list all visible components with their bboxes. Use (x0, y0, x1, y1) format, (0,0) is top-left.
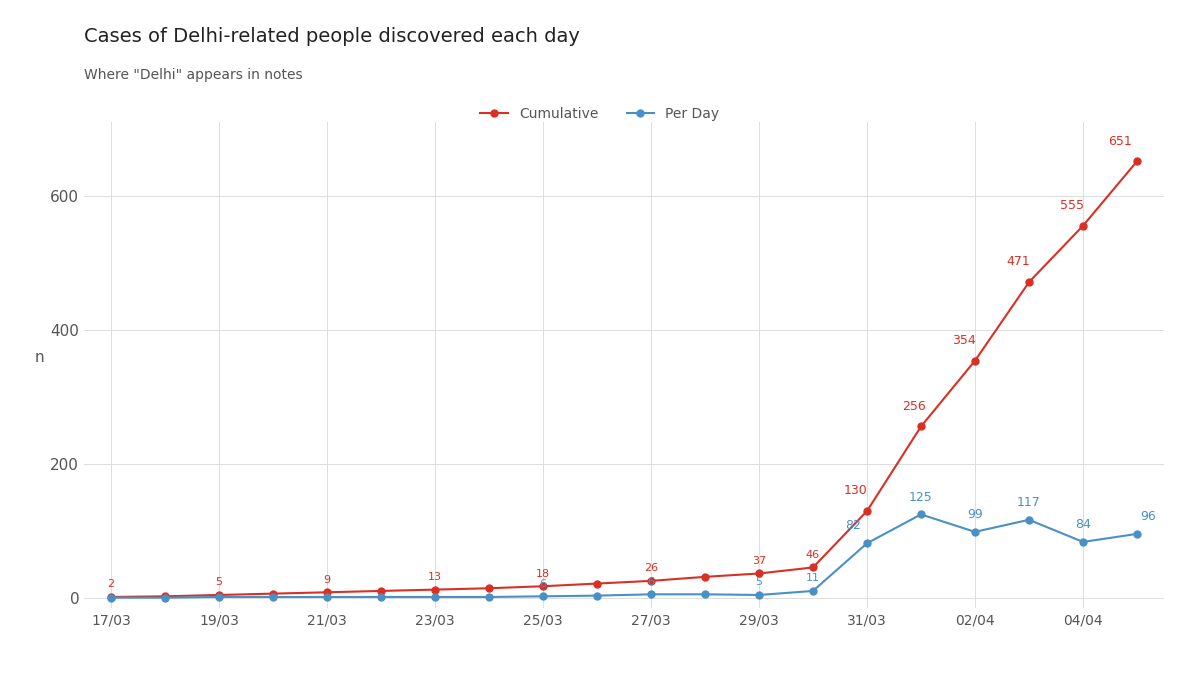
Cumulative (266, 589, 281, 598)
Text: 84: 84 (1075, 518, 1091, 531)
Per Day (1130, 530, 1145, 538)
Text: 18: 18 (536, 569, 550, 579)
Cumulative (967, 357, 982, 365)
Cumulative (1022, 278, 1037, 286)
Cumulative (643, 577, 658, 585)
Per Day (1022, 516, 1037, 524)
Text: 6: 6 (648, 577, 654, 587)
Line: Cumulative: Cumulative (108, 158, 1140, 600)
Text: 13: 13 (428, 572, 442, 582)
Per Day (751, 591, 767, 599)
Text: 117: 117 (1018, 496, 1040, 509)
Per Day (914, 510, 929, 518)
Text: Cases of Delhi-related people discovered each day: Cases of Delhi-related people discovered… (84, 27, 580, 46)
Text: 5: 5 (756, 577, 762, 587)
Per Day (266, 593, 281, 601)
Per Day (158, 594, 173, 602)
Per Day (428, 593, 443, 601)
Per Day (535, 592, 550, 600)
Cumulative (212, 591, 227, 599)
Per Day (859, 539, 874, 548)
Per Day (806, 587, 821, 595)
Legend: Cumulative, Per Day: Cumulative, Per Day (475, 101, 725, 126)
Cumulative (590, 579, 605, 587)
Per Day (212, 593, 227, 601)
Text: 6: 6 (540, 579, 546, 589)
Cumulative (428, 585, 443, 594)
Per Day (698, 590, 713, 598)
Per Day (590, 592, 605, 600)
Cumulative (535, 582, 550, 590)
Cumulative (1076, 222, 1091, 230)
Text: 46: 46 (806, 550, 820, 560)
Text: 471: 471 (1006, 256, 1030, 268)
Per Day (643, 590, 658, 598)
Cumulative (158, 592, 173, 600)
Text: 26: 26 (644, 563, 658, 573)
Text: 99: 99 (967, 508, 983, 521)
Per Day (374, 593, 389, 601)
Cumulative (698, 573, 713, 581)
Cumulative (104, 593, 119, 601)
Text: 11: 11 (806, 573, 820, 583)
Cumulative (374, 587, 389, 595)
Text: Where "Delhi" appears in notes: Where "Delhi" appears in notes (84, 68, 302, 82)
Text: 82: 82 (845, 519, 862, 533)
Cumulative (859, 507, 874, 515)
Text: 256: 256 (902, 400, 926, 413)
Per Day (1076, 538, 1091, 546)
Cumulative (806, 563, 821, 571)
Cumulative (751, 569, 767, 577)
Text: 130: 130 (844, 485, 868, 498)
Text: 96: 96 (1140, 510, 1156, 523)
Per Day (967, 528, 982, 536)
Text: 5: 5 (216, 577, 222, 587)
Cumulative (1130, 158, 1145, 166)
Text: 9: 9 (324, 575, 330, 585)
Per Day (482, 593, 497, 601)
Text: 2: 2 (108, 579, 114, 589)
Per Day (319, 593, 334, 601)
Cumulative (914, 422, 929, 431)
Text: 555: 555 (1060, 199, 1084, 212)
Text: 125: 125 (910, 491, 932, 504)
Text: 651: 651 (1109, 135, 1133, 147)
Text: 37: 37 (752, 556, 766, 566)
Y-axis label: n: n (35, 350, 44, 365)
Cumulative (319, 588, 334, 596)
Per Day (104, 594, 119, 602)
Line: Per Day: Per Day (108, 511, 1140, 601)
Cumulative (482, 584, 497, 592)
Text: 354: 354 (952, 334, 976, 347)
